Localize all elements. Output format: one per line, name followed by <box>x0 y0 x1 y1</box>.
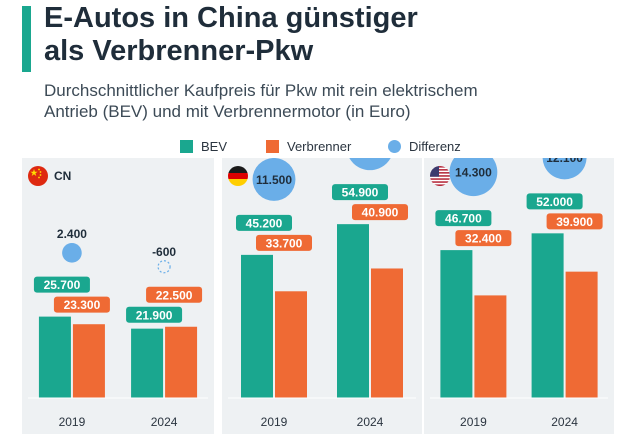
chart-de-xtick-2019: 2019 <box>261 415 288 429</box>
chart-plot-de: 45.20033.70011.500201954.90040.90014.000… <box>228 158 416 429</box>
panel-cn: CN 25.700 23.300 2.400 2019 21.900 22.500 -600… <box>22 158 214 434</box>
chart-cn-bar-verbrenner-2019 <box>72 324 105 398</box>
chart-de-label-bev-2019: 45.200 <box>246 216 283 230</box>
legend-swatch-differenz <box>388 139 401 153</box>
chart-cn-xtick-2019: 2019 <box>59 415 86 429</box>
chart-de-differenz-bubble-2024 <box>349 158 391 171</box>
chart-cn-bar-verbrenner-2024 <box>165 326 198 398</box>
chart-cn-label-bev-2024: 21.900 <box>136 308 173 322</box>
chart-us-label-bg-bev-2024 <box>526 193 583 210</box>
chart-us-label-bg-verbrenner-2024 <box>546 213 603 230</box>
chart-cn-label-verbrenner-2019: 23.300 <box>64 298 101 312</box>
legend-item-bev: BEV <box>180 136 227 156</box>
chart-us-bar-verbrenner-2024 <box>565 271 598 398</box>
chart-us-label-bev-2024: 52.000 <box>536 195 573 209</box>
chart-de-label-bg-verbrenner-2024 <box>352 204 408 221</box>
chart-cn-differenz-bubble-2024 <box>157 260 171 274</box>
chart-de-label-bev-2024: 54.900 <box>342 186 379 200</box>
chart-de-bar-bev-2024 <box>337 224 369 398</box>
chart-us-differenz-bubble-2019 <box>449 158 498 197</box>
chart-cn-xtick-2024: 2024 <box>151 415 178 429</box>
chart-us-label-bev-2019: 46.700 <box>445 212 482 226</box>
legend-label-verbrenner: Verbrenner <box>287 138 352 154</box>
chart-plot-us: 46.700 32.400 14.300 2019 52.000 39.900 12.100… <box>430 158 608 429</box>
chart-cn-label-bev-2019: 25.700 <box>44 278 81 292</box>
title-line-2: als Verbrenner-Pkw <box>44 35 314 67</box>
chart-cn-label-bg-bev-2024 <box>126 306 183 323</box>
chart-de-differenz-bubble-2019 <box>252 158 296 201</box>
chart-us-bar-verbrenner-2019 <box>474 295 507 398</box>
panel-cn-header: CN <box>28 164 71 188</box>
chart-us-differenz-label-2024: 12.100 <box>546 158 583 165</box>
usa-flag-icon <box>430 166 450 186</box>
legend: BEV Verbrenner Differenz <box>0 136 638 156</box>
chart-de-bar-verbrenner-2019 <box>275 291 307 398</box>
chart-us-xtick-2019: 2019 <box>460 415 487 429</box>
chart-de-differenz-label-2019: 11.500 <box>256 173 292 187</box>
chart-de-label-verbrenner-2024: 40.900 <box>362 206 399 220</box>
chart-de-label-verbrenner-2019: 33.700 <box>266 236 303 250</box>
chart-us-label-bg-bev-2019 <box>435 210 492 227</box>
chart-cn-label-bg-verbrenner-2024 <box>146 286 203 303</box>
chart-subtitle: Durchschnittlicher Kaufpreis für Pkw mit… <box>44 80 634 122</box>
chart-cn-label-verbrenner-2024: 22.500 <box>156 288 193 302</box>
legend-item-verbrenner: Verbrenner <box>266 136 351 156</box>
legend-label-bev: BEV <box>201 138 228 154</box>
legend-label-differenz: Differenz <box>409 138 461 154</box>
chart-us-differenz-bubble-2024 <box>542 158 587 180</box>
legend-swatch-verbrenner <box>266 139 279 153</box>
chart-us-differenz-label-2019: 14.300 <box>455 166 492 180</box>
chart-cn-label-bg-bev-2019 <box>33 276 90 293</box>
chart-cn-bar-bev-2024 <box>131 328 164 398</box>
legend-swatch-bev <box>180 139 193 153</box>
chart-de-label-bg-bev-2019 <box>236 214 292 231</box>
chart-cn-differenz-label-2019: 2.400 <box>57 227 87 241</box>
title-line-1: E-Autos in China günstiger <box>44 2 418 34</box>
panel-us: US 46.70032.40014.300201952.00039.90012.… <box>424 158 614 434</box>
chart-cn-label-bg-verbrenner-2019 <box>53 296 110 313</box>
chart-plot-cn: 25.700 23.300 2.400 2019 21.900 22.500 -600 202… <box>28 227 208 429</box>
panel-cn-country: CN <box>54 169 72 183</box>
china-flag-icon <box>28 166 48 186</box>
chart-us-label-bg-verbrenner-2019 <box>455 230 512 247</box>
chart-us-bar-bev-2024 <box>531 233 564 398</box>
chart-de-label-bg-verbrenner-2019 <box>256 234 312 251</box>
legend-item-differenz: Differenz <box>388 136 461 156</box>
germany-flag-icon <box>228 166 248 186</box>
chart-cn-differenz-bubble-2019 <box>62 243 82 263</box>
chart-de-bar-verbrenner-2024 <box>371 268 403 398</box>
chart-de-bar-bev-2019 <box>241 254 273 398</box>
chart-title: E-Autos in China günstiger als Verbrenne… <box>44 2 418 68</box>
subtitle-line-2: Antrieb (BEV) und mit Verbrennermotor (i… <box>44 102 411 121</box>
title-accent-bar <box>22 6 31 72</box>
chart-de-label-bg-bev-2024 <box>332 184 388 201</box>
chart-de-xtick-2024: 2024 <box>357 415 384 429</box>
chart-us-label-verbrenner-2019: 32.400 <box>465 232 502 246</box>
panel-de: DE 45.20033.70011.500201954.90040.90014.… <box>222 158 422 434</box>
chart-cn-bar-bev-2019 <box>38 316 71 398</box>
chart-us-label-verbrenner-2024: 39.900 <box>556 215 593 229</box>
subtitle-line-1: Durchschnittlicher Kaufpreis für Pkw mit… <box>44 81 478 100</box>
chart-us-bar-bev-2019 <box>440 250 473 398</box>
chart-us-xtick-2024: 2024 <box>551 415 578 429</box>
chart-cn-differenz-label-2024: -600 <box>152 245 176 259</box>
